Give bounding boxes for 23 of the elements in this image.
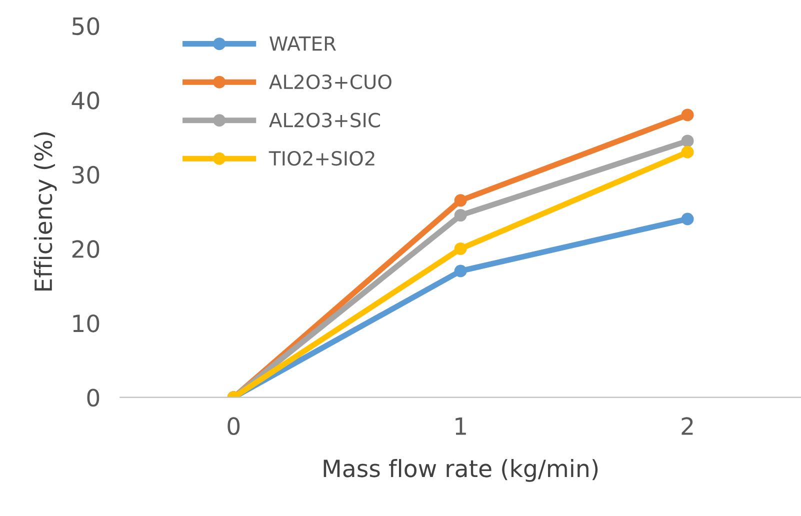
y-tick-label: 0 <box>87 388 100 407</box>
y-tick-label: 30 <box>72 166 100 184</box>
legend-label: AL2O3+CUO <box>269 74 392 90</box>
point <box>454 209 467 222</box>
y-tick-label: 10 <box>73 314 100 332</box>
point <box>454 194 467 207</box>
point <box>681 212 694 226</box>
x-tick-label: 2 <box>682 417 693 435</box>
point <box>454 264 467 278</box>
y-tick-label: 40 <box>72 92 100 110</box>
point <box>681 134 694 148</box>
point <box>681 146 694 158</box>
legend-label: TIO2+SIO2 <box>268 151 374 166</box>
y-axis-title: Efficiency (%) <box>34 132 57 290</box>
legend-label: AL2O3+SIC <box>269 112 380 128</box>
y-tick-label: 20 <box>72 240 100 258</box>
point <box>454 242 467 255</box>
x-tick-label: 0 <box>228 417 240 436</box>
x-tick-label: 1 <box>456 417 466 435</box>
legend-label: WATER <box>270 36 336 51</box>
x-axis-title: Mass flow rate (kg/min) <box>324 459 598 482</box>
y-tick-label: 50 <box>72 17 100 36</box>
point <box>681 108 694 122</box>
